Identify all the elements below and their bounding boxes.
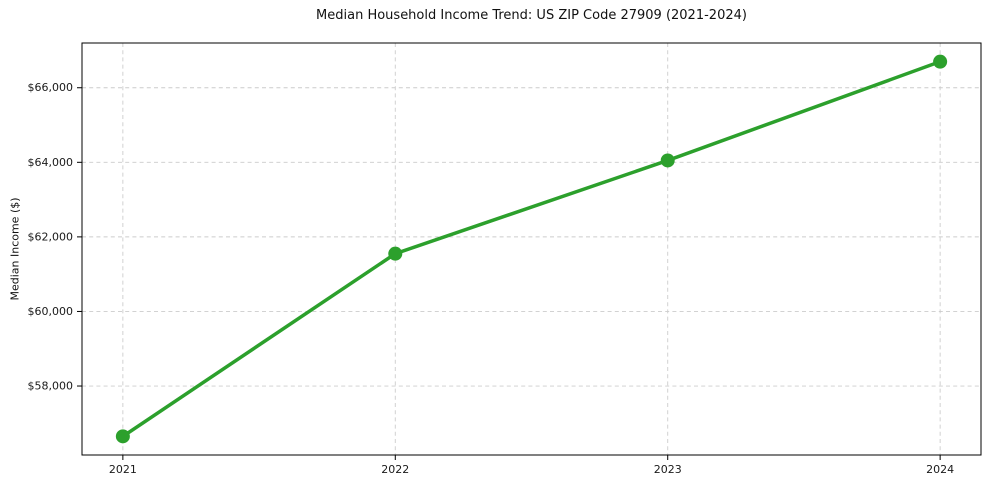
x-tick-label: 2022 [381,463,409,476]
y-tick-label: $62,000 [28,230,74,243]
plot-border [81,42,982,456]
x-tick-label: 2024 [926,463,954,476]
y-tick-label: $64,000 [28,156,74,169]
chart-title: Median Household Income Trend: US ZIP Co… [316,8,747,23]
y-tick-label: $60,000 [28,305,74,318]
data-point [660,153,675,168]
data-point [115,429,130,444]
data-point [388,246,403,261]
data-point [933,54,948,69]
x-tick-label: 2021 [109,463,137,476]
income-trend-line [121,59,942,439]
y-tick-label: $66,000 [28,81,74,94]
x-tick-label: 2023 [654,463,682,476]
y-tick-label: $58,000 [28,380,74,393]
